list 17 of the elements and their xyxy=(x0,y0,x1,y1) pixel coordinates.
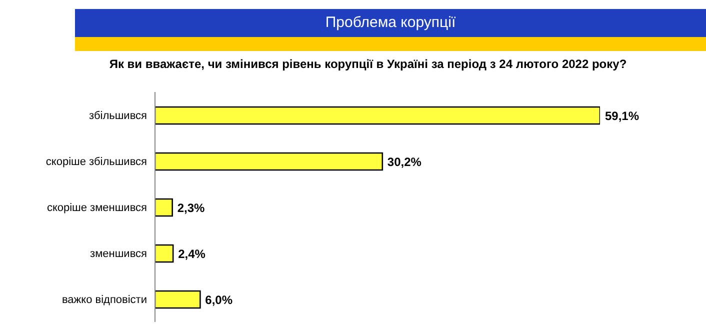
y-tick-label: зменшився xyxy=(90,248,148,260)
data-label: 2,4% xyxy=(178,246,206,261)
bar xyxy=(155,152,384,171)
bar xyxy=(155,198,173,217)
chart-title: Проблема корупції xyxy=(75,9,706,37)
y-tick-label: скоріше зменшився xyxy=(46,202,148,214)
chart-subtitle: Як ви вважаєте, чи змінився рівень корупції в Україні за період з 24 лютого 2022 року? xyxy=(108,57,628,71)
y-tick-label: збільшився xyxy=(89,110,148,122)
data-label: 30,2% xyxy=(387,154,422,169)
bar xyxy=(155,106,600,125)
data-label: 2,3% xyxy=(177,200,205,215)
y-tick-label: скоріше збільшився xyxy=(46,156,148,168)
data-label: 6,0% xyxy=(205,292,233,307)
bar xyxy=(155,290,201,309)
bar xyxy=(155,244,174,263)
data-label: 59,1% xyxy=(605,108,640,123)
y-tick-label: важко відповісти xyxy=(62,294,147,306)
